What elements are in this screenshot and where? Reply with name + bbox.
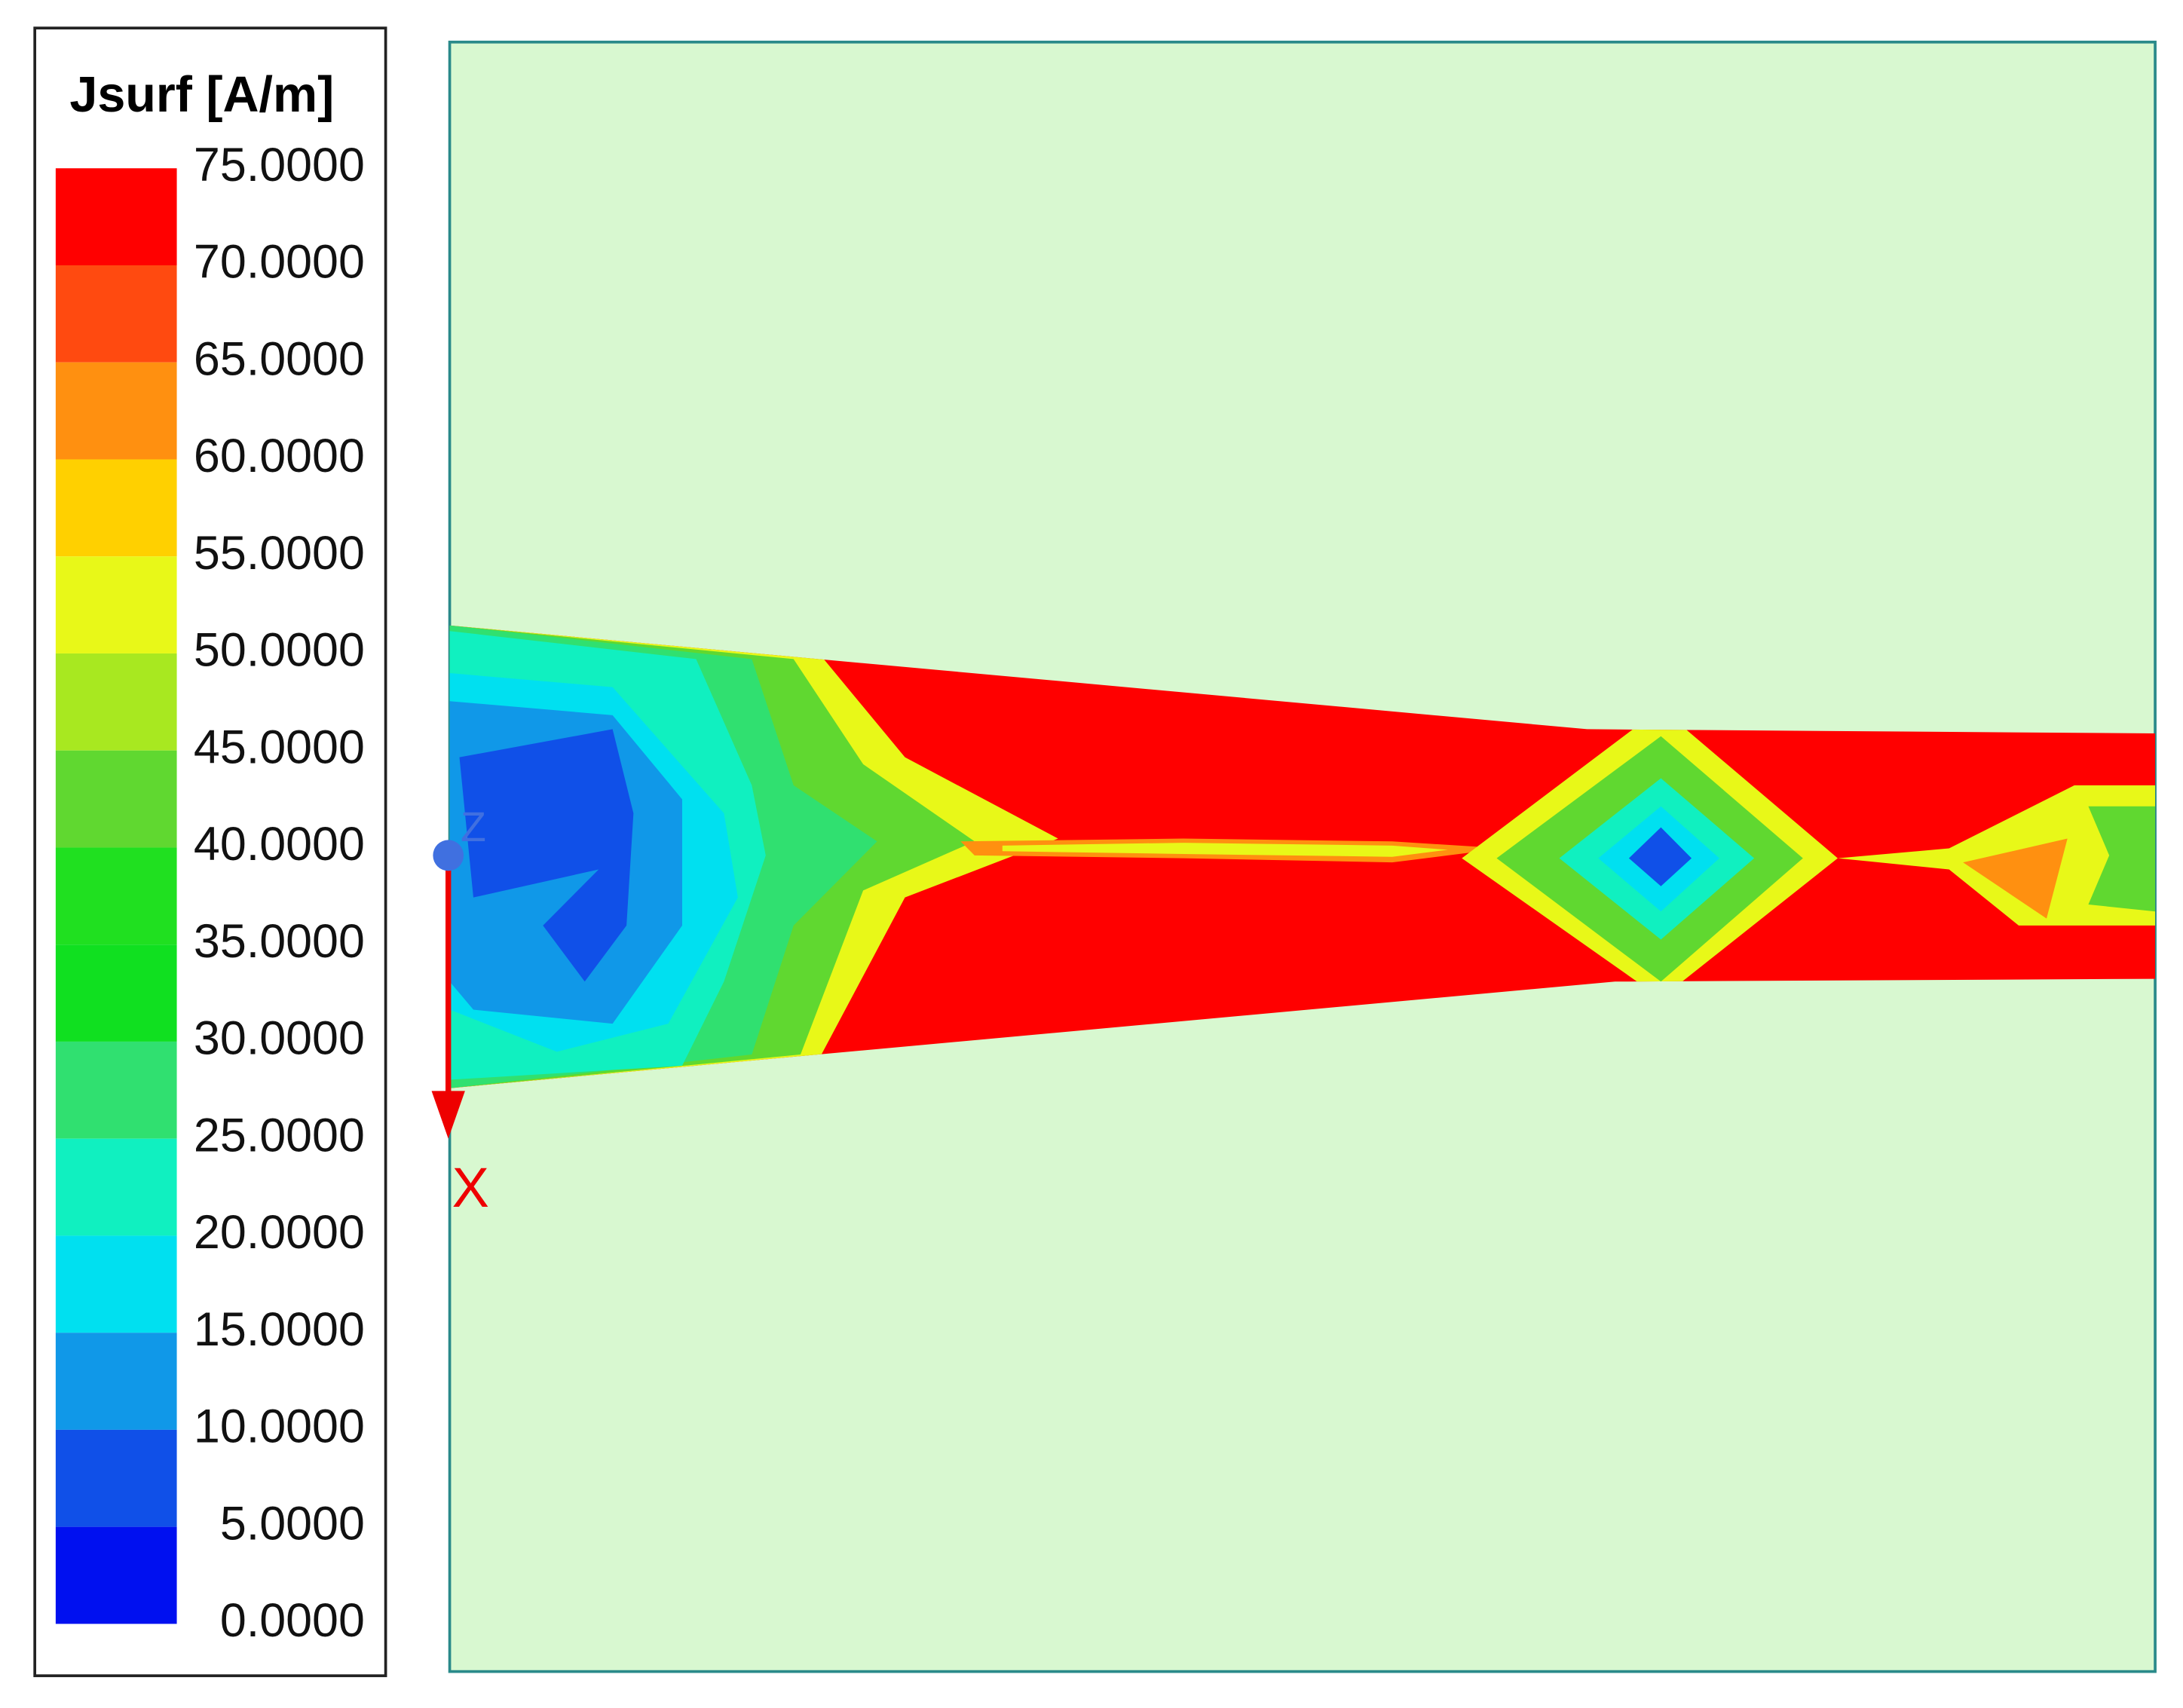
tick-label: 30.0000 xyxy=(194,1012,365,1064)
tick-label: 55.0000 xyxy=(194,527,365,580)
color-band xyxy=(55,1526,177,1624)
legend-title: Jsurf [A/m] xyxy=(69,67,334,123)
tick-label: 5.0000 xyxy=(220,1497,365,1550)
color-bar xyxy=(55,168,177,1624)
tick-label: 0.0000 xyxy=(220,1594,365,1647)
tick-label: 60.0000 xyxy=(194,430,365,482)
tick-label: 50.0000 xyxy=(194,623,365,676)
color-band xyxy=(55,1333,177,1430)
color-band xyxy=(55,1429,177,1527)
color-band xyxy=(55,265,177,363)
color-band xyxy=(55,944,177,1042)
color-band xyxy=(55,1235,177,1333)
tick-label: 10.0000 xyxy=(194,1400,365,1452)
x-axis-label: X xyxy=(452,1156,489,1219)
color-band xyxy=(55,750,177,848)
tick-label: 35.0000 xyxy=(194,915,365,968)
color-band xyxy=(55,556,177,654)
color-band xyxy=(55,847,177,945)
color-band xyxy=(55,653,177,751)
color-band xyxy=(55,168,177,265)
z-axis-label: Z xyxy=(461,803,486,850)
tick-label: 75.0000 xyxy=(194,139,365,191)
tick-label: 45.0000 xyxy=(194,721,365,773)
tick-label: 40.0000 xyxy=(194,818,365,871)
color-band xyxy=(55,459,177,557)
color-bar-labels: 75.0000 70.0000 65.0000 60.0000 55.0000 50.00… xyxy=(194,139,365,1647)
tick-label: 70.0000 xyxy=(194,235,365,288)
axis-triad: Z X xyxy=(431,803,489,1219)
tick-label: 25.0000 xyxy=(194,1109,365,1162)
color-band xyxy=(55,1041,177,1139)
tick-label: 20.0000 xyxy=(194,1206,365,1259)
color-band xyxy=(55,1138,177,1236)
tick-label: 65.0000 xyxy=(194,332,365,385)
tick-label: 15.0000 xyxy=(194,1303,365,1356)
color-band xyxy=(55,362,177,460)
